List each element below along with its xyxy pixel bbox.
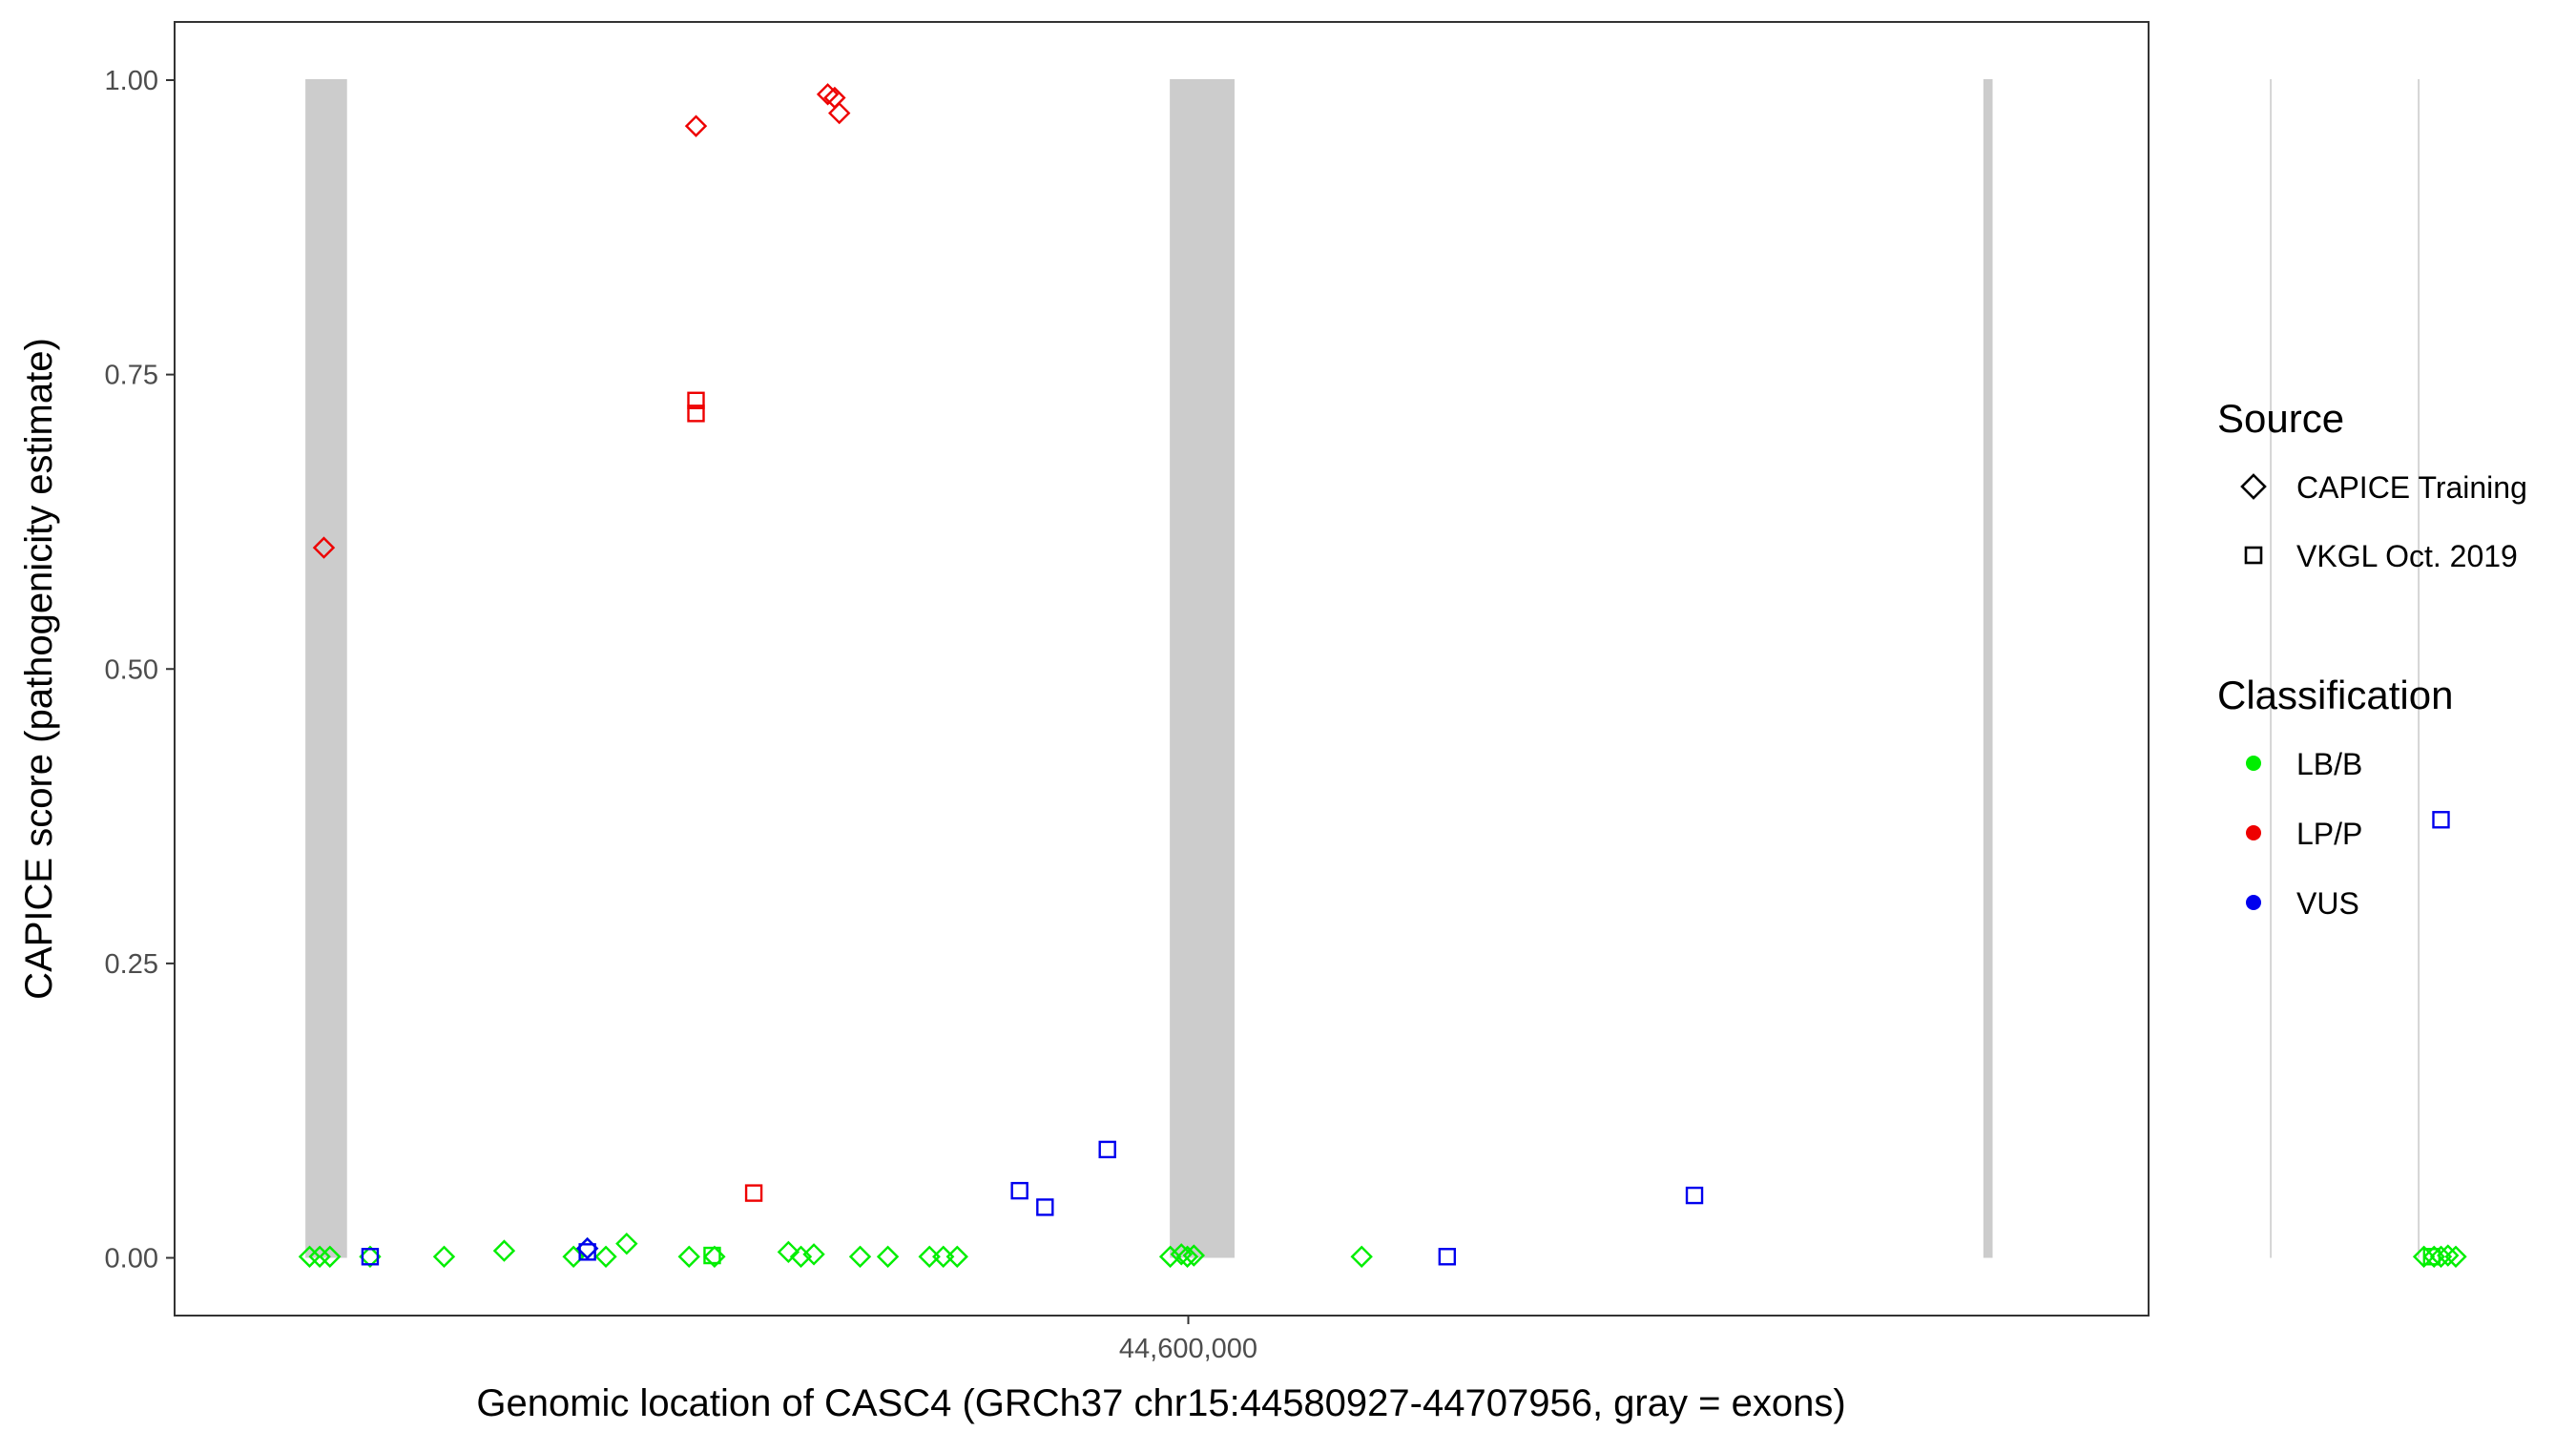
legend-class-item-lbb: LB/B (2296, 747, 2362, 781)
x-tick-label: 44,600,000 (1119, 1334, 1257, 1364)
exon-band (305, 79, 347, 1258)
legend-square-icon (2244, 546, 2263, 565)
y-tick-label: 0.50 (105, 654, 158, 685)
point-lbb-square (703, 1246, 721, 1265)
point-lpp-diamond (684, 114, 708, 137)
point-lbb-square (2422, 1248, 2441, 1266)
legend-lpp-dot (2246, 825, 2261, 840)
point-vus-square (1685, 1186, 1704, 1205)
point-lbb-diamond (594, 1245, 617, 1268)
point-lbb-diamond (298, 1245, 322, 1268)
point-vus-square (1036, 1198, 1054, 1216)
y-axis: 0.00 0.25 0.50 0.75 1.00 (105, 66, 175, 1275)
y-tick-label: 0.75 (105, 361, 158, 391)
point-lbb-diamond (615, 1232, 638, 1255)
point-lbb-diamond (777, 1240, 800, 1264)
point-lpp-square (687, 404, 705, 423)
point-lbb-diamond (876, 1245, 900, 1268)
point-lbb-diamond (432, 1245, 456, 1268)
legend: Source CAPICE Training VKGL Oct. 2019 Cl… (2217, 396, 2527, 921)
point-lpp-diamond (816, 83, 840, 106)
point-vus-square (1098, 1140, 1116, 1159)
exon-band (1170, 79, 1235, 1258)
point-lbb-diamond (2412, 1245, 2436, 1268)
point-lbb-diamond (319, 1245, 342, 1268)
point-vus-square (1438, 1248, 1457, 1266)
point-vus-square (1010, 1181, 1028, 1200)
legend-class-item-lpp: LP/P (2296, 817, 2362, 851)
point-lbb-diamond (1350, 1245, 1373, 1268)
point-lbb-diamond (1182, 1244, 1206, 1267)
legend-diamond-icon (2240, 473, 2267, 500)
point-lpp-diamond (828, 101, 851, 125)
point-lbb-diamond (492, 1239, 516, 1262)
y-tick-label: 0.25 (105, 949, 158, 980)
point-lbb-diamond (2429, 1245, 2453, 1268)
point-lbb-diamond (1158, 1245, 1182, 1268)
point-lbb-diamond (1175, 1245, 1199, 1268)
point-lbb-diamond (945, 1245, 968, 1268)
point-lbb-diamond (2444, 1245, 2467, 1268)
exon-band (2418, 79, 2420, 1258)
legend-source-item-training: CAPICE Training (2296, 470, 2527, 505)
y-axis-title: CAPICE score (pathogenicity estimate) (18, 338, 60, 1000)
point-lbb-diamond (848, 1245, 872, 1268)
point-lbb-diamond (789, 1245, 813, 1268)
x-axis-title: Genomic location of CASC4 (GRCh37 chr15:… (476, 1382, 1845, 1424)
legend-class-item-vus: VUS (2296, 886, 2359, 921)
point-lbb-diamond (677, 1245, 700, 1268)
point-vus-square (578, 1243, 596, 1261)
y-tick-label: 0.00 (105, 1244, 158, 1275)
point-lbb-diamond (2437, 1244, 2460, 1267)
data-points (298, 83, 2467, 1268)
point-lpp-diamond (312, 536, 336, 559)
point-vus-square (361, 1248, 380, 1266)
point-lbb-diamond (802, 1243, 825, 1266)
exon-band (2270, 79, 2272, 1258)
point-vus-square (2432, 811, 2450, 829)
exon-band (1983, 79, 1993, 1258)
y-tick-label: 1.00 (105, 66, 158, 96)
legend-lbb-dot (2246, 756, 2261, 771)
legend-source-title: Source (2217, 396, 2344, 441)
x-axis: 44,600,00044,640,00044,680,000 (1119, 1316, 1257, 1364)
point-lpp-square (687, 391, 705, 409)
point-lbb-diamond (308, 1245, 331, 1268)
point-lpp-square (744, 1184, 763, 1202)
legend-classification-title: Classification (2217, 673, 2453, 717)
legend-source-item-vkgl: VKGL Oct. 2019 (2296, 539, 2518, 573)
legend-vus-dot (2246, 895, 2261, 910)
point-lbb-diamond (359, 1245, 382, 1268)
exon-bands (305, 79, 2420, 1258)
